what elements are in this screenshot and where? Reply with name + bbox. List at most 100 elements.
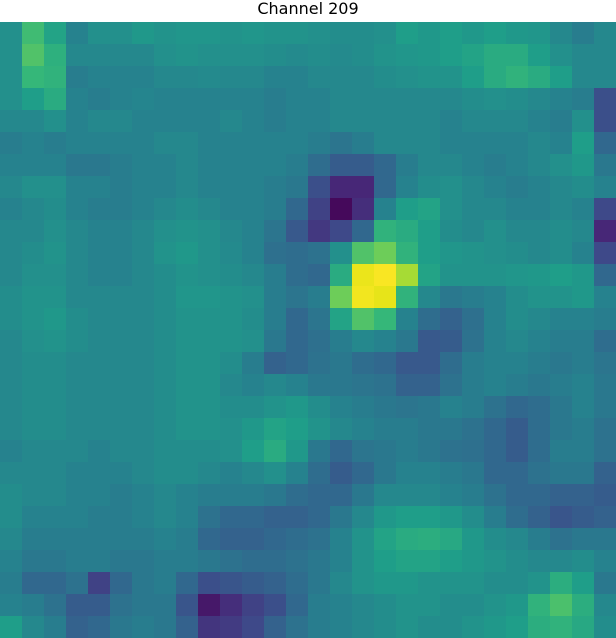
heatmap-cell xyxy=(154,462,177,485)
heatmap-cell xyxy=(242,154,265,177)
heatmap-cell xyxy=(66,550,89,573)
heatmap-cell xyxy=(44,374,67,397)
heatmap-cell xyxy=(44,484,67,507)
heatmap-cell xyxy=(242,176,265,199)
heatmap-cell xyxy=(506,352,529,375)
heatmap-cell xyxy=(550,44,573,67)
heatmap-cell xyxy=(88,550,111,573)
heatmap-cell xyxy=(462,44,485,67)
heatmap-cell xyxy=(220,506,243,529)
heatmap-cell xyxy=(66,572,89,595)
heatmap-cell xyxy=(594,594,616,617)
heatmap-cell xyxy=(462,462,485,485)
heatmap-cell xyxy=(308,22,331,45)
heatmap-cell xyxy=(572,572,595,595)
heatmap-cell xyxy=(418,176,441,199)
heatmap-cell xyxy=(132,22,155,45)
heatmap-cell xyxy=(528,44,551,67)
heatmap-cell xyxy=(66,264,89,287)
heatmap-cell xyxy=(198,396,221,419)
heatmap-cell xyxy=(44,286,67,309)
heatmap-cell xyxy=(528,308,551,331)
heatmap-cell xyxy=(528,242,551,265)
heatmap-cell xyxy=(66,396,89,419)
heatmap-cell xyxy=(484,616,507,638)
heatmap-cell xyxy=(66,22,89,45)
heatmap-cell xyxy=(330,132,353,155)
heatmap-cell xyxy=(572,22,595,45)
heatmap-cell xyxy=(66,110,89,133)
heatmap-cell xyxy=(286,594,309,617)
heatmap-cell xyxy=(308,242,331,265)
heatmap-cell xyxy=(0,22,23,45)
heatmap-cell xyxy=(506,242,529,265)
heatmap-cell xyxy=(242,616,265,638)
heatmap-cell xyxy=(528,264,551,287)
heatmap-cell xyxy=(154,374,177,397)
heatmap-cell xyxy=(110,352,133,375)
heatmap-cell xyxy=(484,462,507,485)
heatmap-cell xyxy=(396,440,419,463)
heatmap-cell xyxy=(198,308,221,331)
heatmap-cell xyxy=(308,594,331,617)
heatmap-cell xyxy=(242,462,265,485)
heatmap-cell xyxy=(528,88,551,111)
heatmap-cell xyxy=(242,220,265,243)
heatmap-cell xyxy=(308,484,331,507)
heatmap-cell xyxy=(264,396,287,419)
heatmap-cell xyxy=(572,154,595,177)
heatmap-cell xyxy=(22,110,45,133)
heatmap-cell xyxy=(264,198,287,221)
heatmap-cell xyxy=(352,330,375,353)
heatmap-cell xyxy=(220,572,243,595)
heatmap-cell xyxy=(594,88,616,111)
heatmap-cell xyxy=(374,484,397,507)
heatmap-cell xyxy=(484,22,507,45)
heatmap-cell xyxy=(242,66,265,89)
heatmap-cell xyxy=(330,462,353,485)
heatmap-cell xyxy=(154,440,177,463)
heatmap-cell xyxy=(396,132,419,155)
heatmap-cell xyxy=(110,66,133,89)
heatmap-cell xyxy=(308,396,331,419)
heatmap-cell xyxy=(176,242,199,265)
heatmap-cell xyxy=(594,506,616,529)
heatmap-cell xyxy=(484,242,507,265)
heatmap-cell xyxy=(330,528,353,551)
heatmap-cell xyxy=(264,484,287,507)
heatmap-cell xyxy=(308,132,331,155)
heatmap-cell xyxy=(220,44,243,67)
heatmap-cell xyxy=(308,330,331,353)
heatmap-cell xyxy=(506,506,529,529)
heatmap-plot xyxy=(0,22,616,638)
heatmap-cell xyxy=(330,374,353,397)
heatmap-cell xyxy=(528,198,551,221)
heatmap-cell xyxy=(308,176,331,199)
heatmap-cell xyxy=(528,506,551,529)
heatmap-cell xyxy=(528,528,551,551)
heatmap-cell xyxy=(506,22,529,45)
heatmap-cell xyxy=(0,616,23,638)
heatmap-cell xyxy=(528,396,551,419)
heatmap-cell xyxy=(176,286,199,309)
heatmap-cell xyxy=(154,154,177,177)
heatmap-cell xyxy=(308,198,331,221)
heatmap-cell xyxy=(352,374,375,397)
heatmap-cell xyxy=(66,616,89,638)
heatmap-cell xyxy=(528,330,551,353)
heatmap-cell xyxy=(198,242,221,265)
heatmap-cell xyxy=(352,242,375,265)
heatmap-cell xyxy=(264,264,287,287)
heatmap-cell xyxy=(88,418,111,441)
heatmap-cell xyxy=(0,264,23,287)
heatmap-cell xyxy=(396,22,419,45)
heatmap-cell xyxy=(440,132,463,155)
heatmap-cell xyxy=(308,66,331,89)
heatmap-cell xyxy=(132,594,155,617)
heatmap-cell xyxy=(550,176,573,199)
heatmap-cell xyxy=(0,286,23,309)
heatmap-cell xyxy=(198,484,221,507)
heatmap-cell xyxy=(154,352,177,375)
heatmap-cell xyxy=(242,418,265,441)
heatmap-cell xyxy=(154,418,177,441)
